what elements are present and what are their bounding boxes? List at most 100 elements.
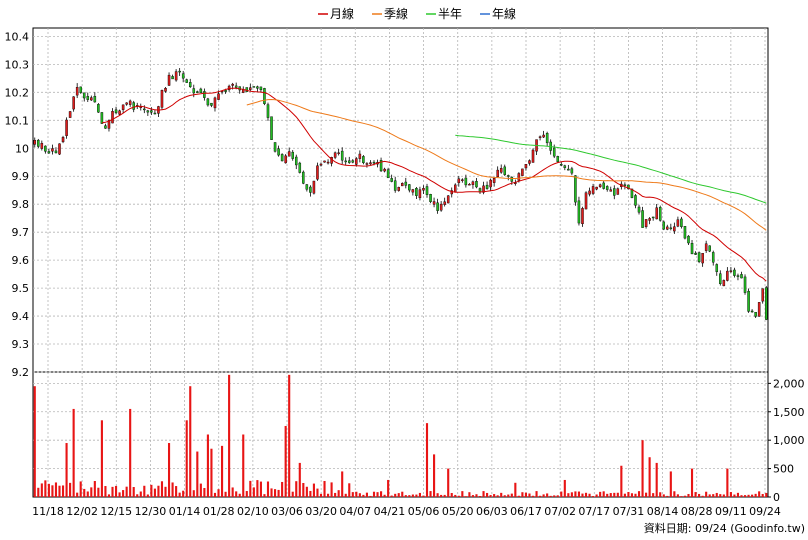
volume-bar (387, 479, 390, 497)
x-tick-label: 01/14 (169, 505, 201, 518)
volume-bar (493, 494, 496, 497)
volume-bar (312, 483, 315, 497)
candle-body (655, 207, 658, 220)
legend: 月線 季線 半年 年線 (318, 6, 516, 21)
candle-body (446, 195, 450, 204)
candle-body (489, 179, 492, 188)
candle-body (348, 160, 351, 163)
x-tick-label: 06/03 (476, 505, 508, 518)
volume-bar (281, 481, 284, 497)
candle-body (178, 70, 181, 73)
volume-bar (418, 492, 421, 497)
volume-bar (47, 483, 50, 497)
volume-bar (164, 486, 167, 497)
volume-bar (213, 492, 217, 497)
volume-bar (139, 491, 142, 497)
candle-body (114, 109, 118, 114)
candle-body (694, 252, 697, 255)
volume-bar (129, 408, 132, 497)
candle-body (171, 76, 174, 80)
volume-bar (351, 492, 354, 497)
volume-bar (263, 494, 266, 497)
volume-bar (471, 495, 474, 497)
candle-body (485, 184, 489, 189)
ma-quarterly-line (246, 98, 767, 231)
x-tick-label: 04/07 (339, 505, 371, 518)
candle-body (37, 139, 40, 147)
candle-body (648, 218, 651, 221)
candle-body (425, 186, 429, 195)
candle-body (630, 188, 634, 198)
candle-body (673, 226, 676, 232)
volume-bar (701, 495, 704, 497)
x-tick-label: 06/17 (510, 505, 542, 518)
volume-bar (372, 491, 376, 497)
price-tick-label: 10.1 (5, 114, 30, 127)
volume-bar (295, 481, 298, 497)
volume-bar (415, 494, 418, 497)
price-panel: 10.4 10.3 10.2 10.1 10 9.9 9.8 9.7 9.6 9.5 9.4 9.3 9… (5, 27, 769, 498)
volume-bar (404, 495, 407, 497)
candle-body (188, 82, 192, 88)
volume-bar (327, 493, 330, 497)
candle-body (666, 226, 669, 230)
legend-label-1: 季線 (384, 6, 408, 21)
candle-body (82, 92, 86, 99)
candle-body (503, 166, 507, 175)
volume-bar (196, 451, 199, 497)
volume-bar (648, 457, 651, 497)
candle-body (185, 79, 188, 83)
legend-label-0: 月線 (330, 6, 354, 21)
ma-monthly-line (101, 87, 767, 282)
candle-body (280, 154, 284, 162)
volume-bar (542, 494, 545, 497)
volume-bar (743, 495, 747, 497)
candle-body (362, 156, 365, 164)
candle-body (390, 178, 393, 182)
price-tick-label: 10 (15, 142, 29, 155)
volume-bar (337, 490, 340, 497)
candle-body (408, 184, 411, 191)
volume-bar (319, 493, 323, 497)
candle-body (326, 161, 330, 164)
volume-bar (160, 481, 164, 497)
candle-body (333, 152, 337, 158)
volume-bar (761, 493, 764, 497)
candle-body (93, 96, 97, 103)
candle-body (217, 93, 220, 100)
volume-bar (397, 493, 400, 497)
volume-bar (189, 386, 192, 497)
candle-body (277, 148, 280, 156)
candle-body (284, 155, 287, 164)
volume-bar (175, 486, 178, 497)
candle-body (121, 104, 125, 110)
price-tick-label: 9.8 (12, 198, 30, 211)
candle-body (704, 243, 708, 251)
candle-body (397, 187, 400, 191)
volume-bar (422, 495, 425, 497)
candle-body (461, 179, 464, 181)
candle-body (125, 102, 128, 105)
volume-bar (500, 492, 503, 497)
candle-body (418, 189, 422, 199)
volume-bar (676, 494, 679, 497)
price-tick-label: 9.4 (12, 310, 30, 323)
candle-body (199, 88, 203, 93)
candle-body (482, 185, 485, 193)
volume-bar (86, 491, 89, 497)
candle-body (496, 169, 499, 178)
volume-bars (33, 374, 768, 497)
candle-body (118, 110, 121, 115)
candle-body (160, 90, 164, 108)
x-tick-label: 05/06 (408, 505, 440, 518)
candle-body (605, 186, 609, 190)
candle-body (415, 188, 418, 196)
x-tick-label: 02/10 (237, 505, 269, 518)
volume-bar (447, 468, 450, 497)
volume-bar (266, 481, 270, 497)
volume-bar (425, 423, 429, 497)
candle-body (372, 161, 376, 164)
volume-bar (358, 493, 361, 497)
candle-body (757, 302, 761, 317)
price-tick-label: 9.2 (12, 366, 30, 379)
